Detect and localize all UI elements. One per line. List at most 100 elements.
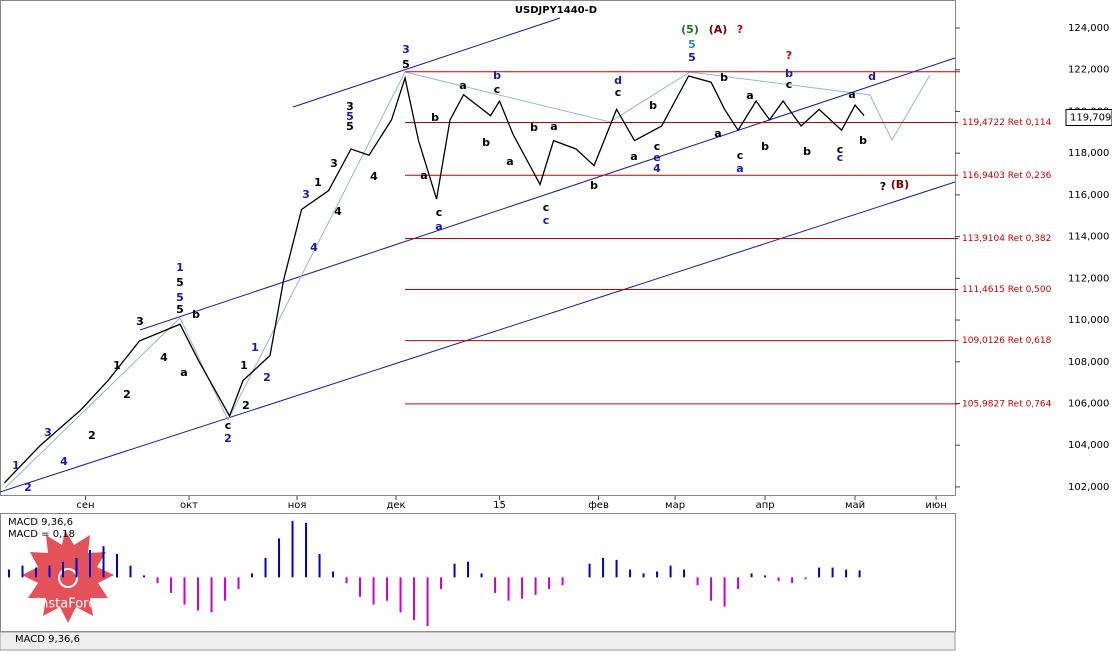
fib-label: 113,9104 Ret 0,382: [962, 234, 1051, 244]
wave-label: a: [746, 89, 753, 102]
wave-label: 3: [346, 100, 354, 113]
wave-label: c: [786, 78, 793, 91]
wave-label: 3: [330, 157, 338, 170]
wave-label: (B): [891, 178, 909, 191]
wave-label: ?: [737, 23, 743, 36]
channel-line: [139, 57, 956, 331]
wave-label: 5: [176, 276, 184, 289]
wave-label: a: [714, 127, 721, 140]
wave-label: 5: [176, 303, 184, 316]
wave-label: b: [192, 308, 200, 321]
wave-label: 3: [136, 315, 144, 328]
y-tick-label: 122,000: [1068, 65, 1109, 76]
x-tick-label: ноя: [288, 500, 307, 511]
logo-icon: [58, 568, 78, 588]
fib-label: 111,4615 Ret 0,500: [962, 285, 1052, 295]
wave-label: 5: [688, 38, 696, 51]
y-tick-label: 124,000: [1068, 23, 1109, 34]
wave-label: e: [653, 151, 660, 164]
x-tick-label: мар: [665, 500, 685, 511]
wave-label: 5: [176, 291, 184, 304]
y-tick-label: 106,000: [1068, 398, 1109, 409]
wave-label: 2: [24, 481, 32, 494]
wave-label: b: [649, 99, 657, 112]
x-tick-label: май: [845, 500, 865, 511]
y-tick-label: 112,000: [1068, 273, 1109, 284]
wave-label: b: [530, 121, 538, 134]
wave-label: 5: [402, 58, 410, 71]
wave-label: 5: [688, 51, 696, 64]
wave-label: d: [868, 70, 876, 83]
wave-label: c: [436, 206, 443, 219]
wave-label: 1: [12, 459, 20, 472]
wave-label: 4: [653, 162, 661, 175]
y-tick-label: 110,000: [1068, 315, 1109, 326]
wave-label: b: [859, 134, 867, 147]
wave-label: a: [459, 79, 466, 92]
watermark: InstaForex: [36, 597, 104, 612]
channel-line: [0, 181, 956, 493]
wave-label: a: [550, 120, 557, 133]
y-tick-label: 104,000: [1068, 440, 1109, 451]
wave-label: c: [737, 149, 744, 162]
wave-label: 2: [242, 399, 250, 412]
wave-label: b: [720, 71, 728, 84]
wave-label: 5: [346, 110, 354, 123]
wave-label: ?: [880, 180, 886, 193]
price-frame: [0, 0, 956, 496]
y-tick-label: 102,000: [1068, 482, 1109, 493]
wave-label: c: [543, 214, 550, 227]
y-tick-label: 118,000: [1068, 148, 1109, 159]
y-tick-label: 108,000: [1068, 357, 1109, 368]
wave-label: 4: [334, 205, 342, 218]
wave-label: b: [482, 136, 490, 149]
y-tick-label: 116,000: [1068, 190, 1109, 201]
wave-label: ?: [786, 49, 792, 62]
wave-label: 1: [314, 176, 322, 189]
x-tick-label: апр: [756, 500, 775, 511]
fib-label: 119,4722 Ret 0,114: [962, 118, 1052, 128]
x-tick-label: фев: [588, 500, 609, 511]
wave-label: a: [420, 169, 427, 182]
wave-label: 1: [176, 261, 184, 274]
wave-label: b: [590, 179, 598, 192]
tab-strip: [0, 631, 956, 651]
fib-label: 116,9403 Ret 0,236: [962, 171, 1052, 181]
x-tick-label: дек: [386, 500, 405, 511]
chart-title: USDJPY1440-D: [515, 5, 597, 16]
wave-label: 4: [160, 351, 168, 364]
wave-label: c: [225, 419, 232, 432]
wave-label: 2: [88, 429, 96, 442]
current-price-box: [1065, 109, 1112, 127]
wave-label: b: [493, 69, 501, 82]
wave-label: c: [654, 140, 661, 153]
wave-label: c: [837, 143, 844, 156]
wave-label: d: [614, 74, 622, 87]
macd-title: MACD 9,36,6: [8, 517, 73, 528]
macd-value: MACD = 0,18: [8, 529, 75, 540]
x-tick-label: окт: [180, 500, 198, 511]
wave-label: a: [180, 366, 187, 379]
wave-label: b: [761, 140, 769, 153]
wave-label: 3: [44, 426, 52, 439]
wave-label: b: [785, 67, 793, 80]
wave-label: 2: [263, 371, 271, 384]
fib-label: 105,9827 Ret 0,764: [962, 399, 1052, 409]
x-tick-label: июн: [925, 500, 946, 511]
macd-tab: MACD 9,36,6: [15, 634, 80, 645]
y-tick-label: 114,000: [1068, 232, 1109, 243]
wave-label: 2: [123, 388, 131, 401]
wave-label: 1: [240, 359, 248, 372]
wave-label: b: [803, 145, 811, 158]
x-tick-label: сен: [76, 500, 94, 511]
wave-label: a: [736, 162, 743, 175]
wave-label: c: [543, 201, 550, 214]
wave-label: 1: [251, 341, 259, 354]
wave-label: 3: [302, 188, 310, 201]
price-line: [4, 75, 865, 484]
wave-label: c: [837, 151, 844, 164]
wave-label: a: [848, 88, 855, 101]
wave-label: 5: [346, 120, 354, 133]
fib-label: 109,0126 Ret 0,618: [962, 336, 1052, 346]
